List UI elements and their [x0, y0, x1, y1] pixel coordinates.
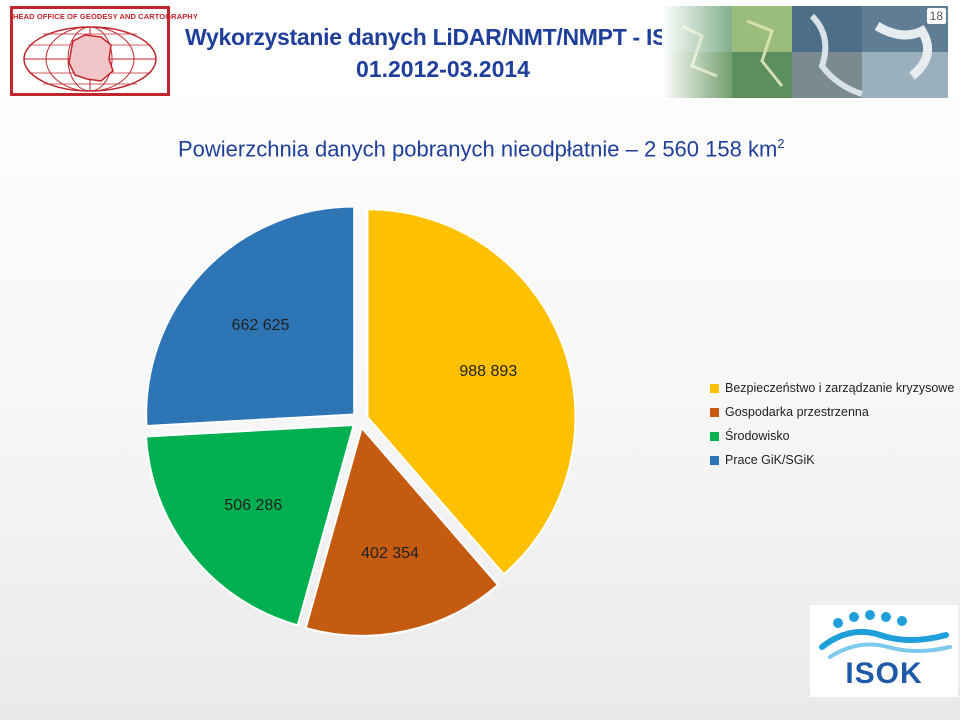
globe-icon: [23, 26, 157, 92]
pie-data-label-2: 402 354: [361, 544, 419, 562]
legend-swatch: [710, 455, 719, 465]
pie-slice-1: [366, 208, 577, 576]
pie-data-label-3: 506 286: [224, 496, 283, 514]
header-date-range: 01.2012-03.2014: [356, 56, 530, 82]
legend-item-2: Gospodarka przestrzenna: [710, 400, 954, 424]
pie-slice-2: [304, 425, 500, 637]
pie-data-label-1: 988 893: [459, 363, 518, 381]
gugik-logo: HEAD OFFICE OF GEODESY AND CARTOGRAPHY: [10, 6, 198, 96]
isok-waves-icon: [819, 610, 952, 659]
slide-title: Powierzchnia danych pobranych nieodpłatn…: [178, 136, 785, 162]
pie-chart: [145, 205, 577, 637]
isok-logo-text: ISOK: [845, 657, 923, 690]
pie-data-label-4: 662 625: [231, 316, 290, 334]
legend-swatch: [710, 383, 719, 393]
slide-number: 18: [926, 8, 946, 24]
satellite-imagery-icon: [662, 6, 948, 98]
legend-swatch: [710, 431, 719, 441]
gugik-logo-text: HEAD OFFICE OF GEODESY AND CARTOGRAPHY: [13, 12, 198, 21]
isok-logo: ISOK: [810, 605, 958, 697]
slide-title-text: Powierzchnia danych pobranych nieodpłatn…: [178, 136, 778, 162]
legend-item-3: Środowisko: [710, 424, 954, 448]
chart-legend: Bezpieczeństwo i zarządzanie kryzysowe Go…: [710, 376, 954, 472]
pie-slice-4: [145, 205, 356, 428]
legend-swatch: [710, 407, 719, 417]
pie-slice-3: [145, 423, 356, 627]
satellite-imagery-banner: [662, 6, 948, 98]
legend-label: Gospodarka przestrzenna: [725, 405, 869, 419]
legend-label: Środowisko: [725, 429, 790, 443]
header-title: Wykorzystanie danych LiDAR/NMT/NMPT - IS…: [184, 24, 702, 50]
legend-label: Prace GiK/SGiK: [725, 453, 815, 467]
legend-label: Bezpieczeństwo i zarządzanie kryzysowe: [725, 381, 955, 395]
slide-title-superscript: 2: [777, 136, 785, 151]
legend-item-4: Prace GiK/SGiK: [710, 448, 954, 472]
legend-item-1: Bezpieczeństwo i zarządzanie kryzysowe: [710, 376, 954, 400]
